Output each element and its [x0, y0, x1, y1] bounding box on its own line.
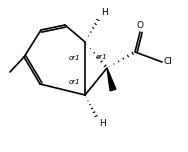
Text: or1: or1 [68, 55, 80, 61]
Text: or1: or1 [68, 79, 80, 85]
Text: Cl: Cl [164, 57, 173, 67]
Text: H: H [101, 8, 108, 17]
Text: O: O [136, 21, 143, 30]
Text: H: H [99, 119, 106, 128]
Polygon shape [107, 68, 116, 91]
Text: or1: or1 [95, 54, 107, 60]
